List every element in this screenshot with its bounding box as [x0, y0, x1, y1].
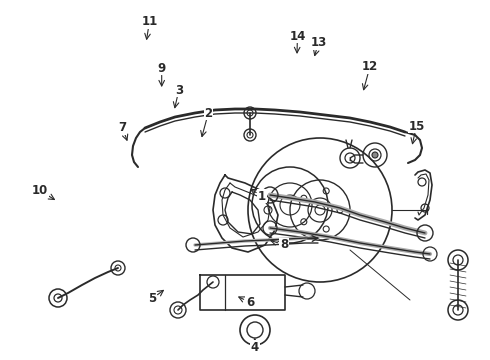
Text: 15: 15: [408, 120, 425, 132]
Text: 14: 14: [289, 30, 306, 42]
Text: 8: 8: [280, 238, 288, 251]
Text: 1: 1: [258, 190, 266, 203]
Text: 9: 9: [158, 62, 166, 75]
Text: 13: 13: [310, 36, 327, 49]
Text: 3: 3: [175, 84, 183, 96]
Text: 4: 4: [251, 341, 259, 354]
Text: 11: 11: [141, 15, 158, 28]
Text: 2: 2: [204, 107, 212, 120]
Text: 10: 10: [32, 184, 49, 197]
Text: 5: 5: [148, 292, 156, 305]
Text: 6: 6: [246, 296, 254, 309]
Text: 12: 12: [362, 60, 378, 73]
Circle shape: [315, 205, 325, 215]
Circle shape: [372, 152, 378, 158]
Text: 7: 7: [119, 121, 126, 134]
